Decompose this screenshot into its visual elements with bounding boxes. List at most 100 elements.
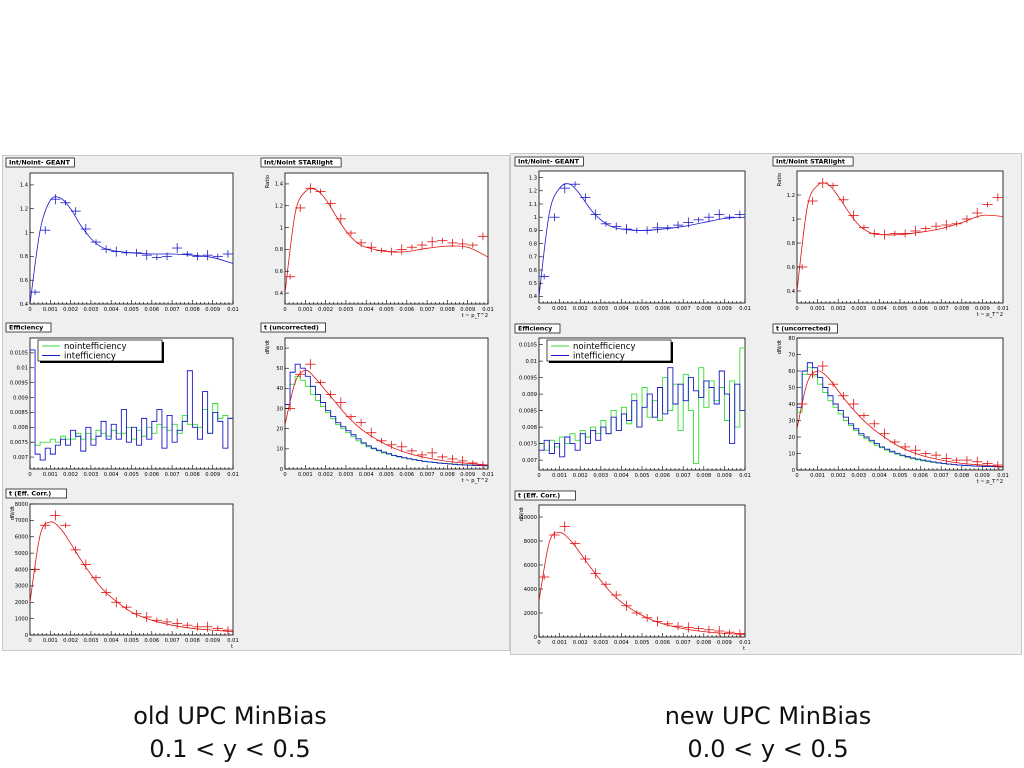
y-tick-label: 0.6 (20, 278, 28, 284)
x-tick-label: 0.005 (124, 307, 139, 313)
x-tick-label: 0.01 (227, 472, 239, 478)
y-tick-label: 2000 (524, 611, 537, 617)
x-tick-label: 0.01 (997, 473, 1009, 479)
data-point-blue (539, 273, 550, 280)
x-tick-label: 0.002 (318, 472, 333, 478)
chart-panel-new_efficiency: 0 0.001 0.002 0.003 0.004 0.005 0.006 0.007 0.00… (513, 323, 765, 483)
y-tick-label: 4000 (15, 567, 28, 573)
x-tick-label: 0.001 (810, 306, 825, 312)
y-tick-label: 1.2 (275, 204, 283, 210)
data-point-red (427, 447, 438, 458)
y-tick-label: 0.4 (787, 289, 796, 295)
chart-svg: 0 0.001 0.002 0.003 0.004 0.005 0.006 0.007 0.00… (5, 157, 239, 313)
plot-frame (284, 337, 489, 470)
x-axis-title: t ~ p_T^2 (462, 478, 488, 484)
data-point-red (192, 622, 203, 631)
x-tick-label: 0.002 (63, 307, 78, 313)
x-tick-label: 0.004 (872, 306, 888, 312)
chart-title-box (5, 157, 75, 168)
x-tick-label: 0.001 (43, 472, 58, 478)
x-tick-label: 0.007 (165, 472, 180, 478)
y-tick-label: 0.9 (529, 228, 537, 234)
data-point-red (366, 242, 377, 253)
data-point-red (941, 453, 952, 464)
y-tick-label: 0.0075 (519, 441, 537, 447)
x-tick-label: 0.005 (635, 640, 650, 646)
x-tick-label: 0.008 (696, 473, 711, 479)
data-layer (539, 181, 745, 297)
y-tick-label: 0.0105 (519, 342, 537, 348)
data-point-red (60, 522, 71, 529)
legend-label: intefficiency (64, 352, 116, 362)
x-tick-label: 0.006 (655, 306, 670, 312)
fit-curve-blue (539, 183, 745, 297)
chart-svg: 0 0.001 0.002 0.003 0.004 0.005 0.006 0.007 0.00… (514, 156, 751, 312)
y-tick-label: 0.7 (529, 255, 537, 261)
data-layer (797, 177, 1003, 292)
x-tick-label: 0.004 (614, 306, 630, 312)
chart-panel-old_efficiency: 0 0.001 0.002 0.003 0.004 0.005 0.006 0.007 0.00… (4, 322, 254, 480)
data-point-red (910, 225, 921, 237)
x-tick-label: 0.01 (482, 472, 494, 478)
fit-curve-red (285, 369, 488, 466)
data-point-red (941, 219, 952, 231)
y-tick-label: 30 (788, 418, 795, 424)
y-tick-label: 0.8 (20, 254, 28, 260)
x-axis-title: t ~ p_T^2 (977, 479, 1003, 485)
data-point-blue (40, 226, 51, 235)
legend-box (37, 339, 163, 362)
y-tick-label: 0.009 (522, 392, 537, 398)
x-tick-label: 0.01 (227, 638, 239, 644)
chart-svg: 0 0.001 0.002 0.003 0.004 0.005 0.006 0.007 0.00… (5, 322, 239, 478)
x-tick-label: 0.008 (440, 307, 455, 313)
data-point-red (40, 521, 51, 530)
y-tick-label: 20 (276, 426, 283, 432)
x-tick-label: 0.01 (482, 307, 494, 313)
x-tick-label: 0.004 (614, 640, 630, 646)
x-tick-label: 0.009 (205, 638, 220, 644)
data-point-blue (182, 251, 193, 257)
data-point-blue (50, 194, 61, 205)
x-tick-label: 0.008 (185, 638, 200, 644)
data-point-red (202, 621, 213, 632)
x-tick-label: 0.003 (83, 638, 98, 644)
chart-panel-old_t_uncorrected: 0 0.001 0.002 0.003 0.004 0.005 0.006 0.007 0.00… (259, 322, 509, 484)
x-tick-label: 0.004 (614, 473, 630, 479)
y-tick-label: 1 (534, 215, 537, 221)
data-point-red (961, 456, 973, 465)
data-point-red (131, 609, 142, 618)
data-point-red (356, 418, 367, 427)
x-tick-label: 0.007 (420, 307, 435, 313)
x-tick-label: 0.003 (83, 472, 98, 478)
y-tick-label: 1.2 (787, 193, 795, 199)
data-layer (30, 510, 233, 634)
x-tick-label: 0.007 (420, 472, 435, 478)
x-tick-label: 0.001 (43, 307, 58, 313)
data-point-blue (141, 250, 152, 261)
x-axis-title: t ~ p_T^2 (977, 312, 1003, 318)
x-tick-label: 0.009 (717, 640, 732, 646)
y-tick-label: 0.008 (13, 425, 28, 431)
x-tick-label: 0.009 (205, 472, 220, 478)
y-tick-label: 5000 (15, 551, 28, 557)
y-tick-label: 30 (276, 406, 283, 412)
caption-old-title: old UPC MinBias (133, 702, 327, 730)
fit-curve-red (285, 188, 488, 294)
data-layer (30, 194, 233, 304)
x-tick-label: 0.007 (676, 306, 691, 312)
y-tick-label: 0.0105 (10, 351, 28, 357)
y-tick-label: 8000 (524, 539, 537, 545)
x-tick-label: 0.004 (104, 307, 120, 313)
x-tick-label: 0.004 (104, 472, 120, 478)
y-tick-label: 0.007 (522, 458, 537, 464)
data-point-red (951, 457, 962, 463)
data-point-red (182, 622, 193, 628)
x-tick-label: 0.001 (552, 640, 567, 646)
plot-frame (284, 172, 489, 305)
y-tick-label: 0.4 (275, 291, 284, 297)
y-tick-label: 1.2 (529, 189, 537, 195)
chart-title: Int/Noint STARlight (264, 159, 333, 167)
data-point-red (111, 597, 122, 608)
y-tick-label: 10 (276, 447, 283, 453)
data-point-red (50, 510, 61, 521)
